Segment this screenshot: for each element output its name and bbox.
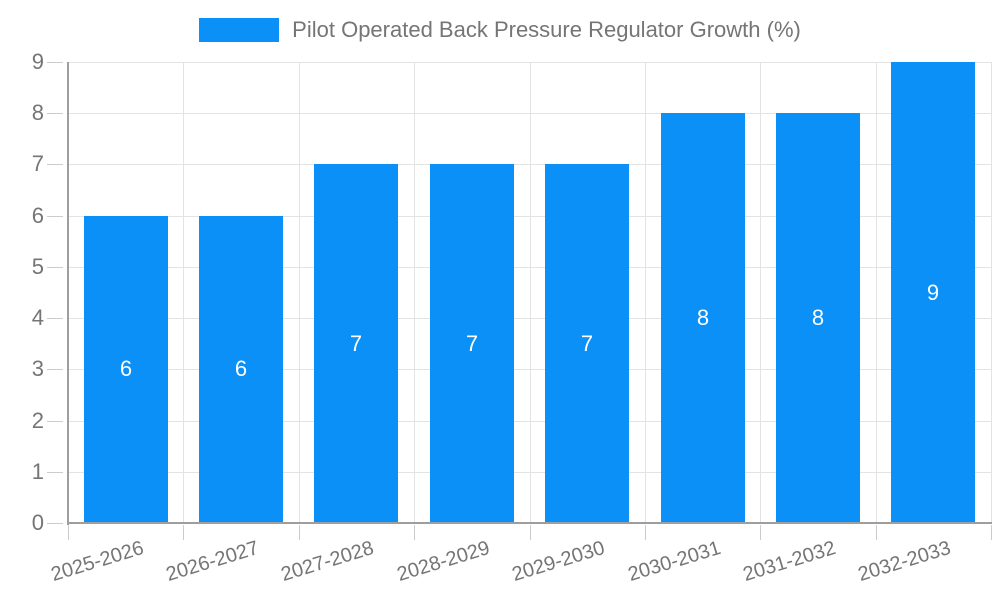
legend-swatch [199,18,280,42]
bar[interactable] [661,113,745,523]
bar[interactable] [430,164,514,523]
bar[interactable] [776,113,860,523]
y-tick-label: 8 [31,100,44,125]
y-tick-label: 1 [31,459,44,484]
gridline-vertical [876,62,877,523]
x-category-label: 2030-2031 [625,536,724,586]
y-tick-label: 6 [31,203,44,228]
bar[interactable] [545,164,629,523]
x-tick-mark [68,525,69,540]
bar[interactable] [199,216,283,523]
y-tick-label: 0 [31,510,44,535]
y-tick-mark [47,369,63,370]
bar[interactable] [84,216,168,523]
bar-value-label: 6 [234,356,248,381]
bar-value-label: 9 [926,280,940,305]
x-category-label: 2032-2033 [855,536,954,586]
x-category-label: 2027-2028 [278,536,377,586]
bar-value-label: 7 [349,331,363,356]
y-tick-label: 9 [31,49,44,74]
gridline-horizontal [68,318,991,319]
y-tick-mark [47,523,63,524]
y-tick-label: 5 [31,254,44,279]
gridline-horizontal [68,216,991,217]
gridline-vertical [530,62,531,523]
x-tick-mark [299,525,300,540]
x-category-label: 2031-2032 [740,536,839,586]
gridline-horizontal [68,421,991,422]
y-tick-mark [47,62,63,63]
x-tick-mark [414,525,415,540]
y-tick-label: 7 [31,151,44,176]
gridline-horizontal [68,267,991,268]
gridline-vertical [991,62,992,523]
gridline-horizontal [68,472,991,473]
y-tick-mark [47,472,63,473]
bar[interactable] [891,62,975,523]
legend-label: Pilot Operated Back Pressure Regulator G… [292,17,801,42]
y-tick-mark [47,216,63,217]
y-tick-mark [47,267,63,268]
x-category-label: 2029-2030 [509,536,608,586]
x-category-label: 2028-2029 [394,536,493,586]
y-tick-mark [47,113,63,114]
x-tick-mark [991,525,992,540]
x-tick-mark [876,525,877,540]
gridline-horizontal [68,164,991,165]
bar-value-label: 8 [811,305,825,330]
y-tick-label: 3 [31,356,44,381]
gridline-vertical [760,62,761,523]
x-category-label: 2026-2027 [163,536,262,586]
x-category-label: 2025-2026 [48,536,147,586]
bar-value-label: 8 [696,305,710,330]
y-tick-mark [47,421,63,422]
gridline-horizontal [68,113,991,114]
x-tick-mark [530,525,531,540]
gridline-horizontal [68,369,991,370]
x-axis-baseline [67,522,992,524]
y-axis-line [67,62,69,525]
bar[interactable] [314,164,398,523]
bar-value-label: 7 [465,331,479,356]
x-tick-mark [760,525,761,540]
y-tick-label: 2 [31,408,44,433]
y-tick-label: 4 [31,305,44,330]
gridline-horizontal [68,62,991,63]
gridline-vertical [645,62,646,523]
x-tick-mark [183,525,184,540]
y-tick-mark [47,318,63,319]
gridline-vertical [299,62,300,523]
y-tick-mark [47,164,63,165]
gridline-vertical [414,62,415,523]
x-tick-mark [645,525,646,540]
bar-value-label: 7 [580,331,594,356]
gridline-vertical [183,62,184,523]
bar-value-label: 6 [119,356,133,381]
legend[interactable]: Pilot Operated Back Pressure Regulator G… [0,17,1000,43]
